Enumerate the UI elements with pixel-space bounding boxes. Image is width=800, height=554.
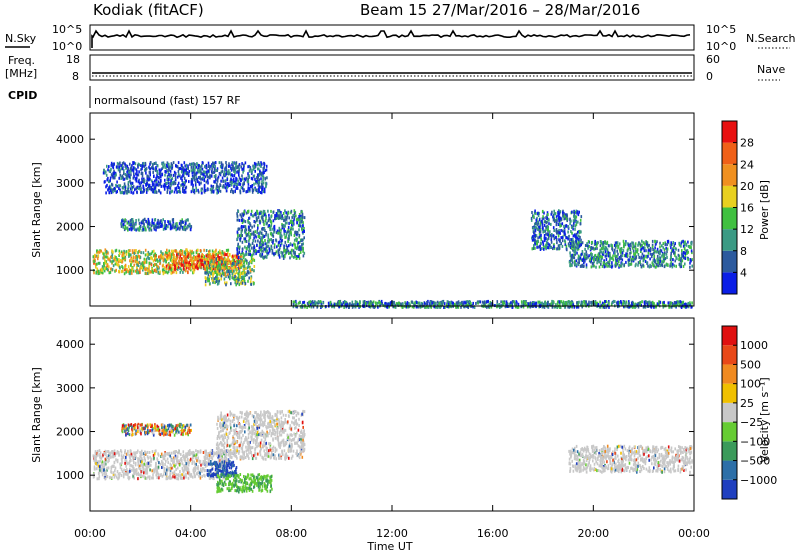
velocity-colorbar-label: Velocity [m s⁻¹] [758,377,771,462]
velocity-colorbar-tick: 500 [740,358,761,371]
nave-tick-bottom: 0 [706,70,713,83]
cpid-label: CPID [8,89,37,102]
cpid-text: normalsound (fast) 157 RF [94,94,241,107]
freq-panel: Freq. [MHz] 18 8 60 0 Nave [5,53,785,83]
velocity-colorbar-tick: 25 [740,397,754,410]
power-colorbar-tick: 12 [740,223,754,236]
freq-tick-bottom: 8 [72,70,79,83]
nsky-label: N.Sky [5,32,37,45]
power-frame [89,112,695,307]
x-tick-label: 20:00 [577,527,609,540]
power-colorbar-tick: 8 [740,245,747,258]
velocity-echo-region [568,444,693,474]
velocity-ytick-label: 4000 [56,338,84,351]
velocity-echo-region [121,422,192,437]
velocity-colorbar-tick: −1000 [740,474,777,487]
power-colorbar: 4 8 12 16 20 24 28 [721,120,754,295]
power-ytick-label: 4000 [56,133,84,146]
velocity-colorbar-tick: 100 [740,378,761,391]
x-tick-label: 08:00 [275,527,307,540]
power-ylabel: Slant Range [km] [30,162,43,258]
power-ytick-label: 2000 [56,221,84,234]
x-tick-label: 00:00 [678,527,710,540]
velocity-colorbar-tick: −100 [740,435,770,448]
x-tick-label: 00:00 [74,527,106,540]
power-ytick-label: 1000 [56,264,84,277]
freq-label-2: [MHz] [5,67,37,80]
velocity-colorbar-tick: 1000 [740,339,768,352]
nsearch-tick-top: 10^5 [706,23,736,36]
power-echo-region [530,209,583,252]
x-tick-label: 16:00 [477,527,509,540]
velocity-ytick-label: 3000 [56,382,84,395]
x-axis-label: Time UT [366,540,412,553]
power-echo-region [120,217,193,232]
freq-label-1: Freq. [8,54,35,67]
nsky-panel: N.Sky 10^5 10^0 10^5 10^0 N.Search [5,23,796,53]
velocity-ytick-label: 2000 [56,426,84,439]
station-title: Kodiak (fitACF) [93,1,204,19]
power-echoes [92,161,693,309]
nave-tick-top: 60 [706,53,720,66]
freq-tick-top: 18 [66,53,80,66]
power-panel: 1000 2000 3000 4000 Slant Range [km] 4 8 12 16… [30,112,771,309]
velocity-echo-region [206,460,238,479]
power-ytick-label: 3000 [56,177,84,190]
power-echo-region [236,209,306,260]
velocity-frame [89,317,695,512]
power-echo-region [568,239,693,269]
nsearch-tick-bottom: 10^0 [706,40,736,53]
velocity-echoes [92,409,693,494]
velocity-ylabel: Slant Range [km] [30,367,43,463]
velocity-ytick-label: 1000 [56,469,84,482]
nave-label: Nave [757,63,785,76]
power-echo-region [203,257,256,287]
cpid-row: CPID normalsound (fast) 157 RF [8,86,241,108]
nsky-tick-top: 10^5 [52,23,82,36]
power-colorbar-tick: 16 [740,202,754,215]
x-tick-label: 12:00 [376,527,408,540]
velocity-colorbar-tick: −500 [740,455,770,468]
nsearch-label: N.Search [746,32,796,45]
velocity-colorbar: 1000 500 100 25 −25 −100 −500 −1000 [721,325,777,500]
velocity-panel: 1000 2000 3000 4000 Slant Range [km] 1000 50… [30,317,777,512]
velocity-echo-region [216,473,273,494]
beam-date-title: Beam 15 27/Mar/2016 – 28/Mar/2016 [360,1,640,19]
power-colorbar-label: Power [dB] [758,180,771,240]
power-colorbar-tick: 4 [740,266,747,279]
x-tick-label: 04:00 [175,527,207,540]
velocity-colorbar-tick: −25 [740,416,763,429]
nsky-trace [91,29,691,48]
power-echo-region [102,161,268,195]
power-colorbar-tick: 28 [740,137,754,150]
power-colorbar-tick: 24 [740,158,754,171]
velocity-echo-region [215,409,306,461]
power-echo-region [92,248,230,276]
power-colorbar-tick: 20 [740,180,754,193]
nsky-tick-bottom: 10^0 [52,40,82,53]
